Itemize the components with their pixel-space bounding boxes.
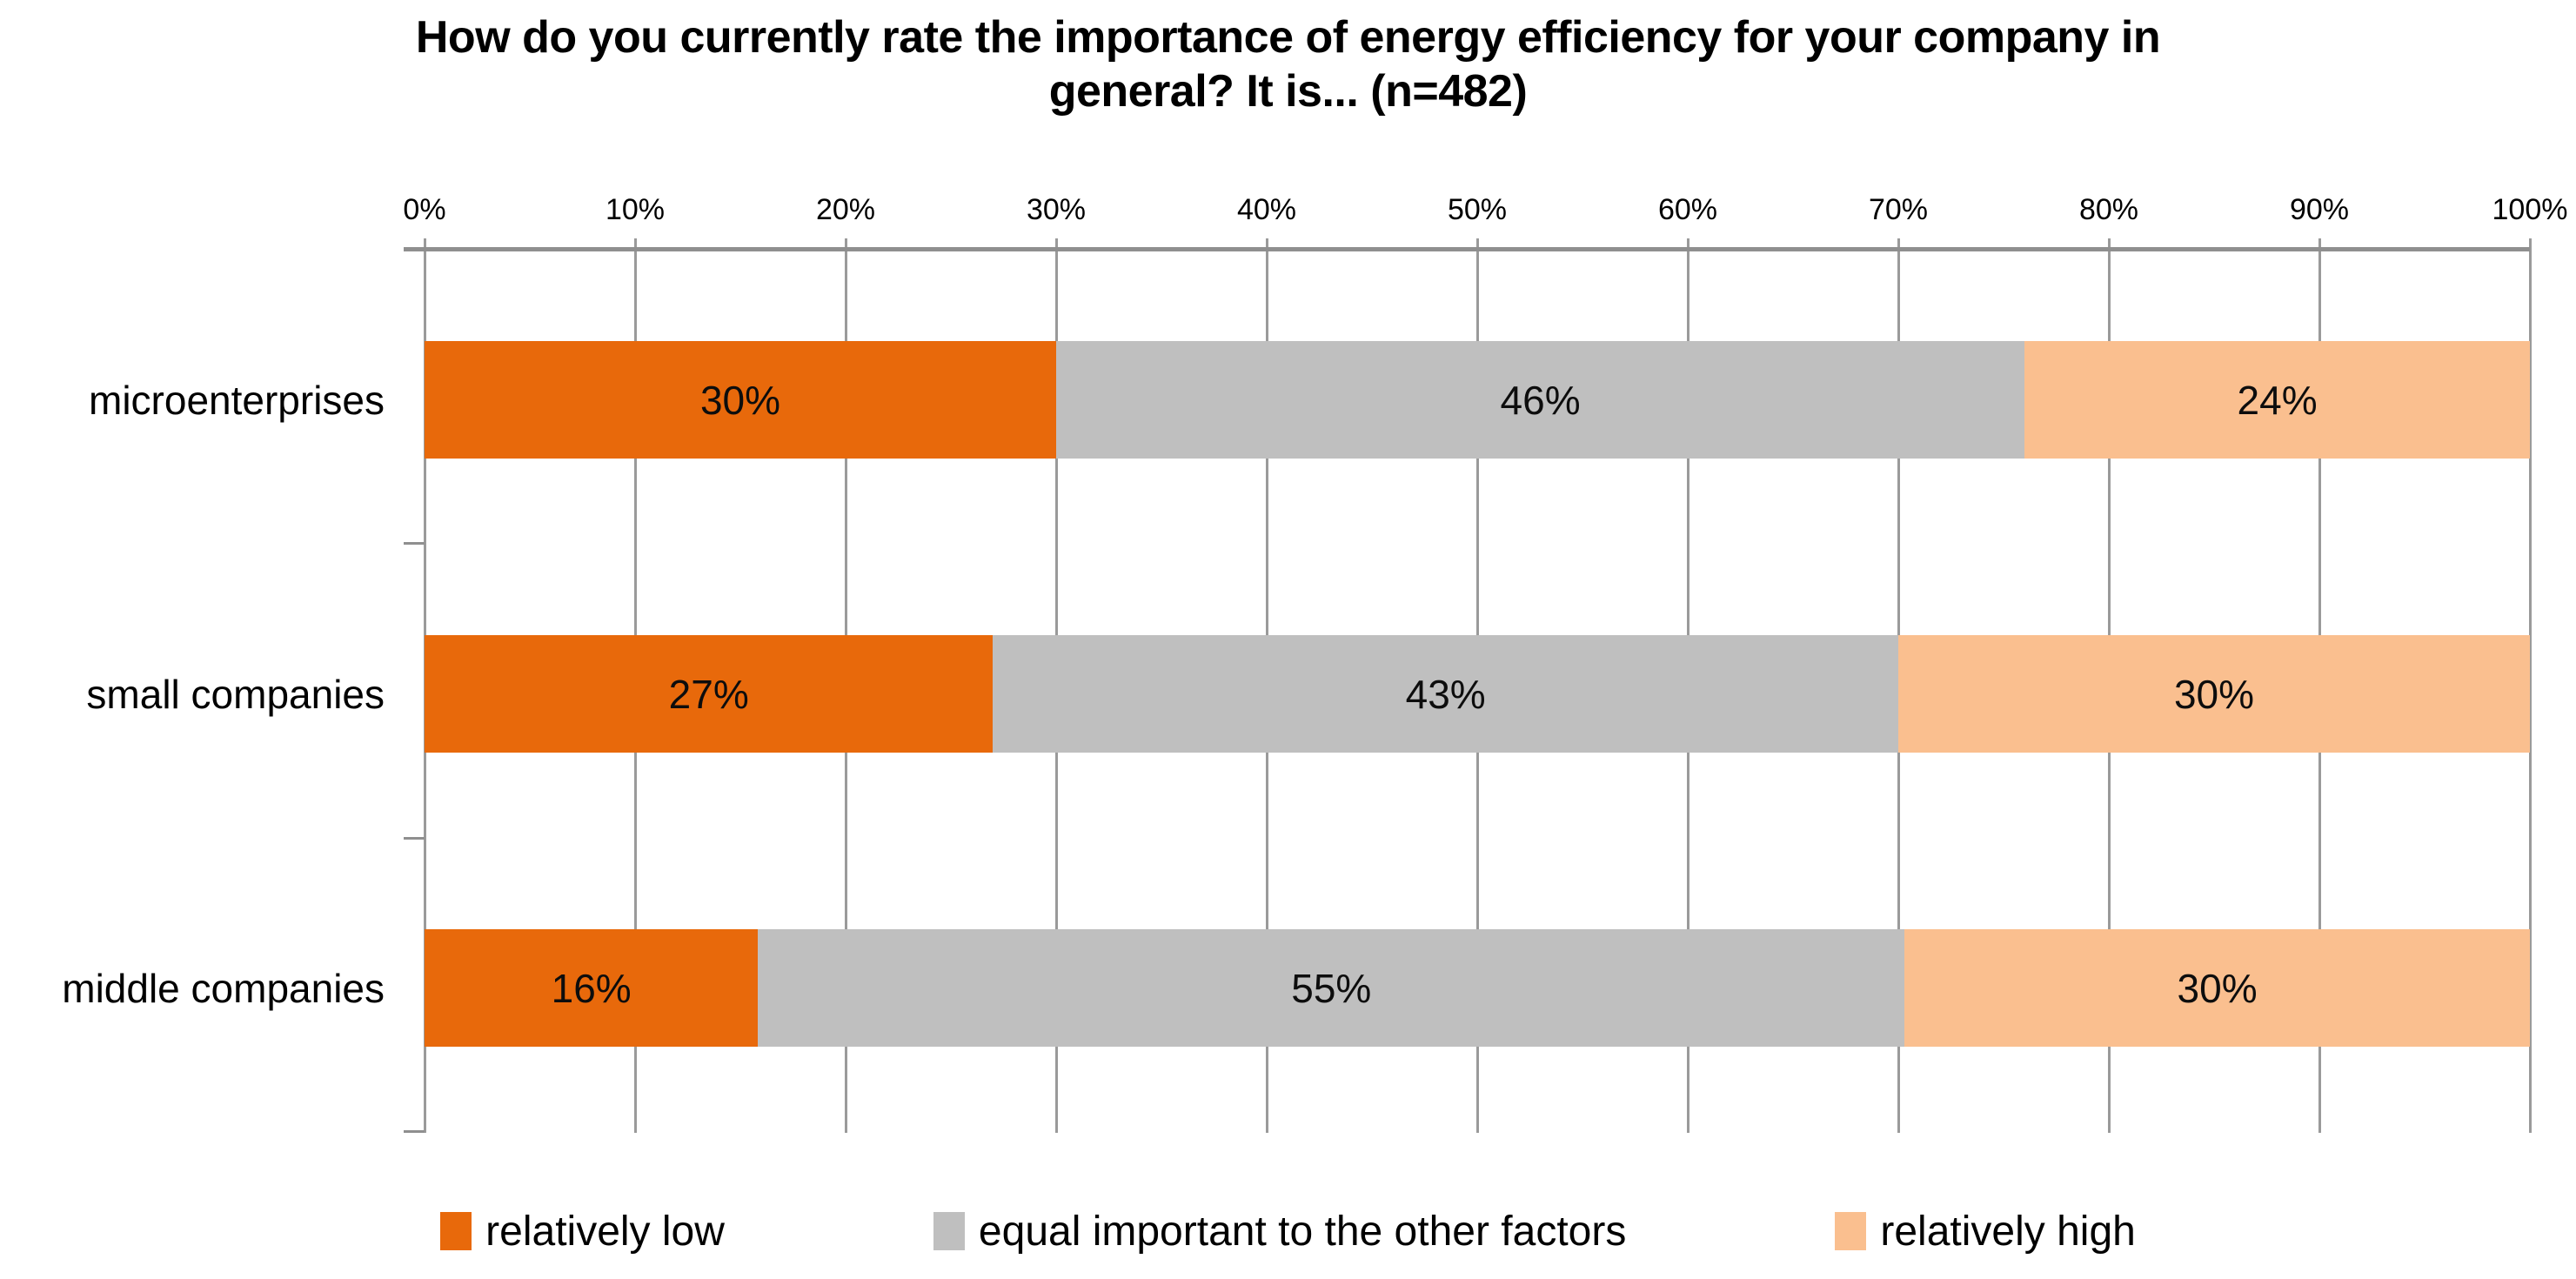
legend-swatch-icon [440,1212,472,1250]
x-axis-tick-label: 0% [403,193,446,226]
x-axis-line [404,247,2530,251]
x-axis-tick-label: 60% [1657,193,1718,226]
bar-segment-label: 16% [551,965,632,1011]
y-axis-tick [404,248,425,251]
y-axis-tick [404,542,425,545]
bar-segment: 30% [1904,929,2530,1047]
category-label: middle companies [62,965,385,1011]
legend-swatch-icon [1835,1212,1867,1250]
bar-segment: 24% [2024,341,2530,459]
bar-row: 30% 46% 24% [425,341,2530,459]
x-axis-tick-label: 30% [1026,193,1087,226]
legend-label: relatively high [1880,1208,2136,1255]
chart-title-line1: How do you currently rate the importance… [415,12,2161,63]
x-axis-tick-label: 40% [1236,193,1297,226]
legend-item: equal important to the other factors [933,1208,1626,1256]
legend-label: relatively low [485,1208,725,1255]
chart-title: How do you currently rate the importance… [0,10,2576,118]
bar-segment: 27% [425,635,994,753]
legend-item: relatively low [440,1208,725,1256]
bar-row: 27% 43% 30% [425,635,2530,753]
bar-segment-label: 43% [1405,671,1486,717]
x-axis-tick-label: 10% [605,193,666,226]
x-axis-tick-label: 20% [815,193,876,226]
bar-segment: 43% [993,635,1898,753]
gridline [2528,238,2532,1133]
y-axis-tick [404,1130,425,1133]
y-axis-tick [404,837,425,840]
legend-label: equal important to the other factors [978,1208,1627,1255]
legend-item: relatively high [1835,1208,2136,1256]
legend: relatively low equal important to the oth… [0,1201,2576,1262]
chart-title-line2: general? It is... (n=482) [1048,66,1528,117]
bar-segment-label: 55% [1291,965,1372,1011]
category-label: microenterprises [89,377,385,423]
bar-segment-label: 27% [668,671,749,717]
bar-segment: 30% [1897,635,2530,753]
x-axis-tick-label: 80% [2078,193,2139,226]
x-axis-tick-label: 100% [2492,193,2568,226]
bar-segment-label: 30% [2177,965,2258,1011]
bar-segment-label: 30% [699,377,781,423]
bar-segment-label: 30% [2173,671,2255,717]
plot-area: 0% 10% 20% 30% 40% 50% 60% 70% 80% 90% 100% 30% 46% 2… [403,193,2567,1133]
x-axis-tick-label: 50% [1447,193,1508,226]
x-axis-tick-label: 70% [1868,193,1929,226]
bar-segment: 30% [425,341,1056,459]
bar-segment-label: 46% [1500,377,1581,423]
bar-segment-label: 24% [2237,377,2318,423]
bar-segment: 16% [425,929,759,1047]
bar-row: 16% 55% 30% [425,929,2530,1047]
bar-segment: 55% [758,929,1905,1047]
x-axis-tick-label: 90% [2289,193,2350,226]
category-label: small companies [86,671,385,717]
bar-segment: 46% [1056,341,2025,459]
legend-swatch-icon [933,1212,965,1250]
